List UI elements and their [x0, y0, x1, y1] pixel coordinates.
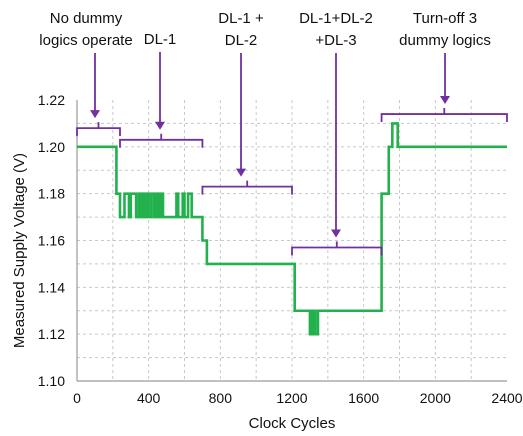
- grid: [77, 100, 507, 381]
- annotation-arrow-head: [90, 110, 100, 119]
- annotation-bracket: [291, 241, 383, 256]
- y-tick-label: 1.12: [38, 326, 65, 342]
- annotation-label: +DL-3: [315, 32, 356, 49]
- annotation-label: dummy logics: [399, 32, 491, 49]
- annotation-bracket: [380, 108, 508, 123]
- annotation-arrow-head: [331, 229, 341, 238]
- annotation-label: DL-2: [225, 32, 258, 49]
- annotations: No dummy logics operate DL-1 DL-1 + DL-2 DL-1…: [39, 10, 508, 256]
- annotation-bracket: [119, 133, 204, 148]
- y-tick-label: 1.16: [38, 233, 65, 249]
- annotation-bracket: [76, 122, 121, 137]
- annotation-bracket: [201, 180, 293, 195]
- y-axis-title: Measured Supply Voltage (V): [11, 153, 28, 348]
- annotation-arrow-head: [440, 96, 450, 105]
- x-tick-label: 1600: [348, 390, 379, 406]
- x-tick-label: 400: [137, 390, 161, 406]
- annotation-label: No dummy: [50, 10, 123, 27]
- x-tick-label: 2400: [491, 390, 522, 406]
- series-line: [77, 122, 507, 336]
- annotation-label: DL-1 +: [218, 10, 264, 27]
- x-tick-label: 2000: [420, 390, 451, 406]
- y-tick-label: 1.20: [38, 139, 65, 155]
- y-tick-label: 1.14: [38, 279, 65, 295]
- tick-labels: 0 400 800 1200 1600 2000 2400 1.10 1.12 1.14 1.16 1…: [38, 92, 523, 406]
- y-tick-label: 1.10: [38, 373, 65, 389]
- y-tick-label: 1.22: [38, 92, 65, 108]
- x-axis-title: Clock Cycles: [249, 415, 336, 432]
- x-tick-label: 1200: [276, 390, 307, 406]
- annotation-label: DL-1: [144, 31, 177, 48]
- annotation-label: Turn-off 3: [413, 10, 477, 27]
- y-tick-label: 1.18: [38, 186, 65, 202]
- annotation-arrow-head: [236, 168, 246, 177]
- annotation-arrow-head: [155, 121, 165, 130]
- annotation-label: DL-1+DL-2: [299, 10, 373, 27]
- x-tick-label: 0: [73, 390, 81, 406]
- series-layer: [77, 122, 507, 336]
- x-tick-label: 800: [209, 390, 233, 406]
- annotation-label: logics operate: [39, 32, 132, 49]
